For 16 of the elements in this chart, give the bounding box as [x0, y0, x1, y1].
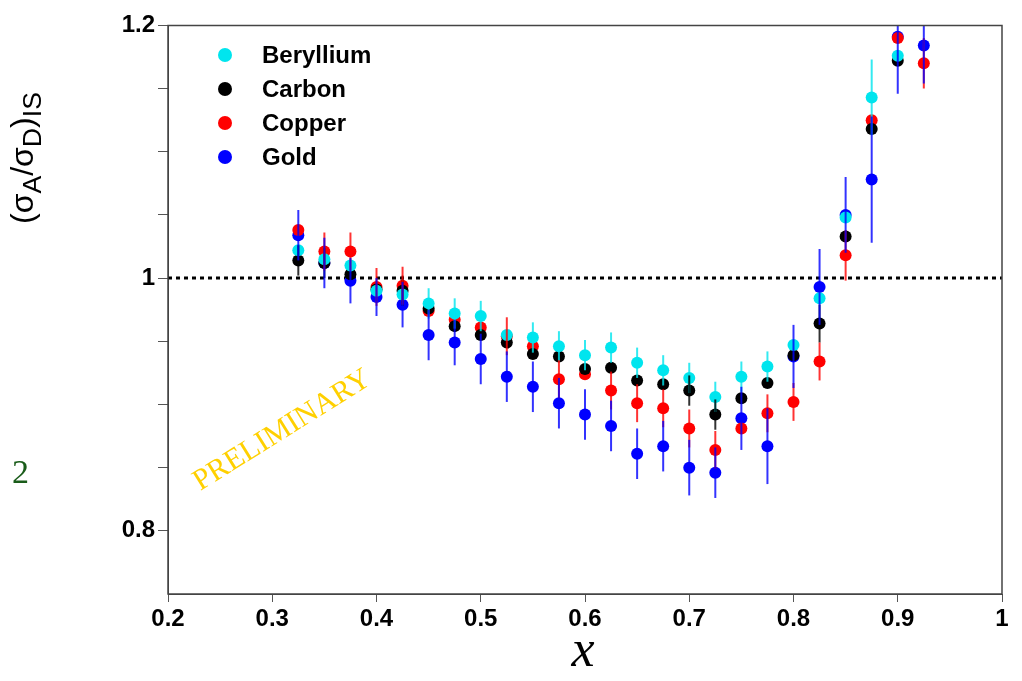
x-tick-label: 0.9	[881, 604, 915, 632]
x-tick-label: 0.5	[464, 604, 498, 632]
x-tick-label: 0.4	[359, 604, 394, 632]
y-tick-label: 1.2	[121, 10, 155, 38]
x-tick-label: 0.8	[776, 604, 811, 632]
legend-label: Gold	[262, 143, 317, 171]
x-tick-label: 0.7	[672, 604, 706, 632]
x-tick-label: 0.3	[255, 604, 289, 632]
text: 2	[12, 453, 29, 491]
y-tick-label: 1	[141, 262, 155, 290]
legend-label: Carbon	[262, 75, 346, 103]
legend-label: Copper	[262, 109, 346, 137]
legend-label: Beryllium	[262, 41, 372, 69]
y-tick-label: 0.8	[121, 515, 155, 543]
x-tick-label: 0.2	[151, 604, 185, 632]
x-tick-label: 1	[995, 604, 1009, 632]
